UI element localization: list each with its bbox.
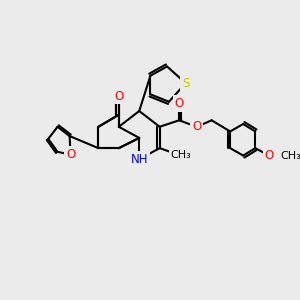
Text: CH₃: CH₃ xyxy=(280,151,300,160)
Text: O: O xyxy=(66,148,75,161)
Text: O: O xyxy=(265,149,274,162)
Text: S: S xyxy=(182,77,189,90)
Text: O: O xyxy=(175,97,184,110)
Text: NH: NH xyxy=(130,153,148,166)
Text: O: O xyxy=(114,90,123,103)
Text: CH₃: CH₃ xyxy=(171,150,191,160)
Text: O: O xyxy=(192,120,201,133)
